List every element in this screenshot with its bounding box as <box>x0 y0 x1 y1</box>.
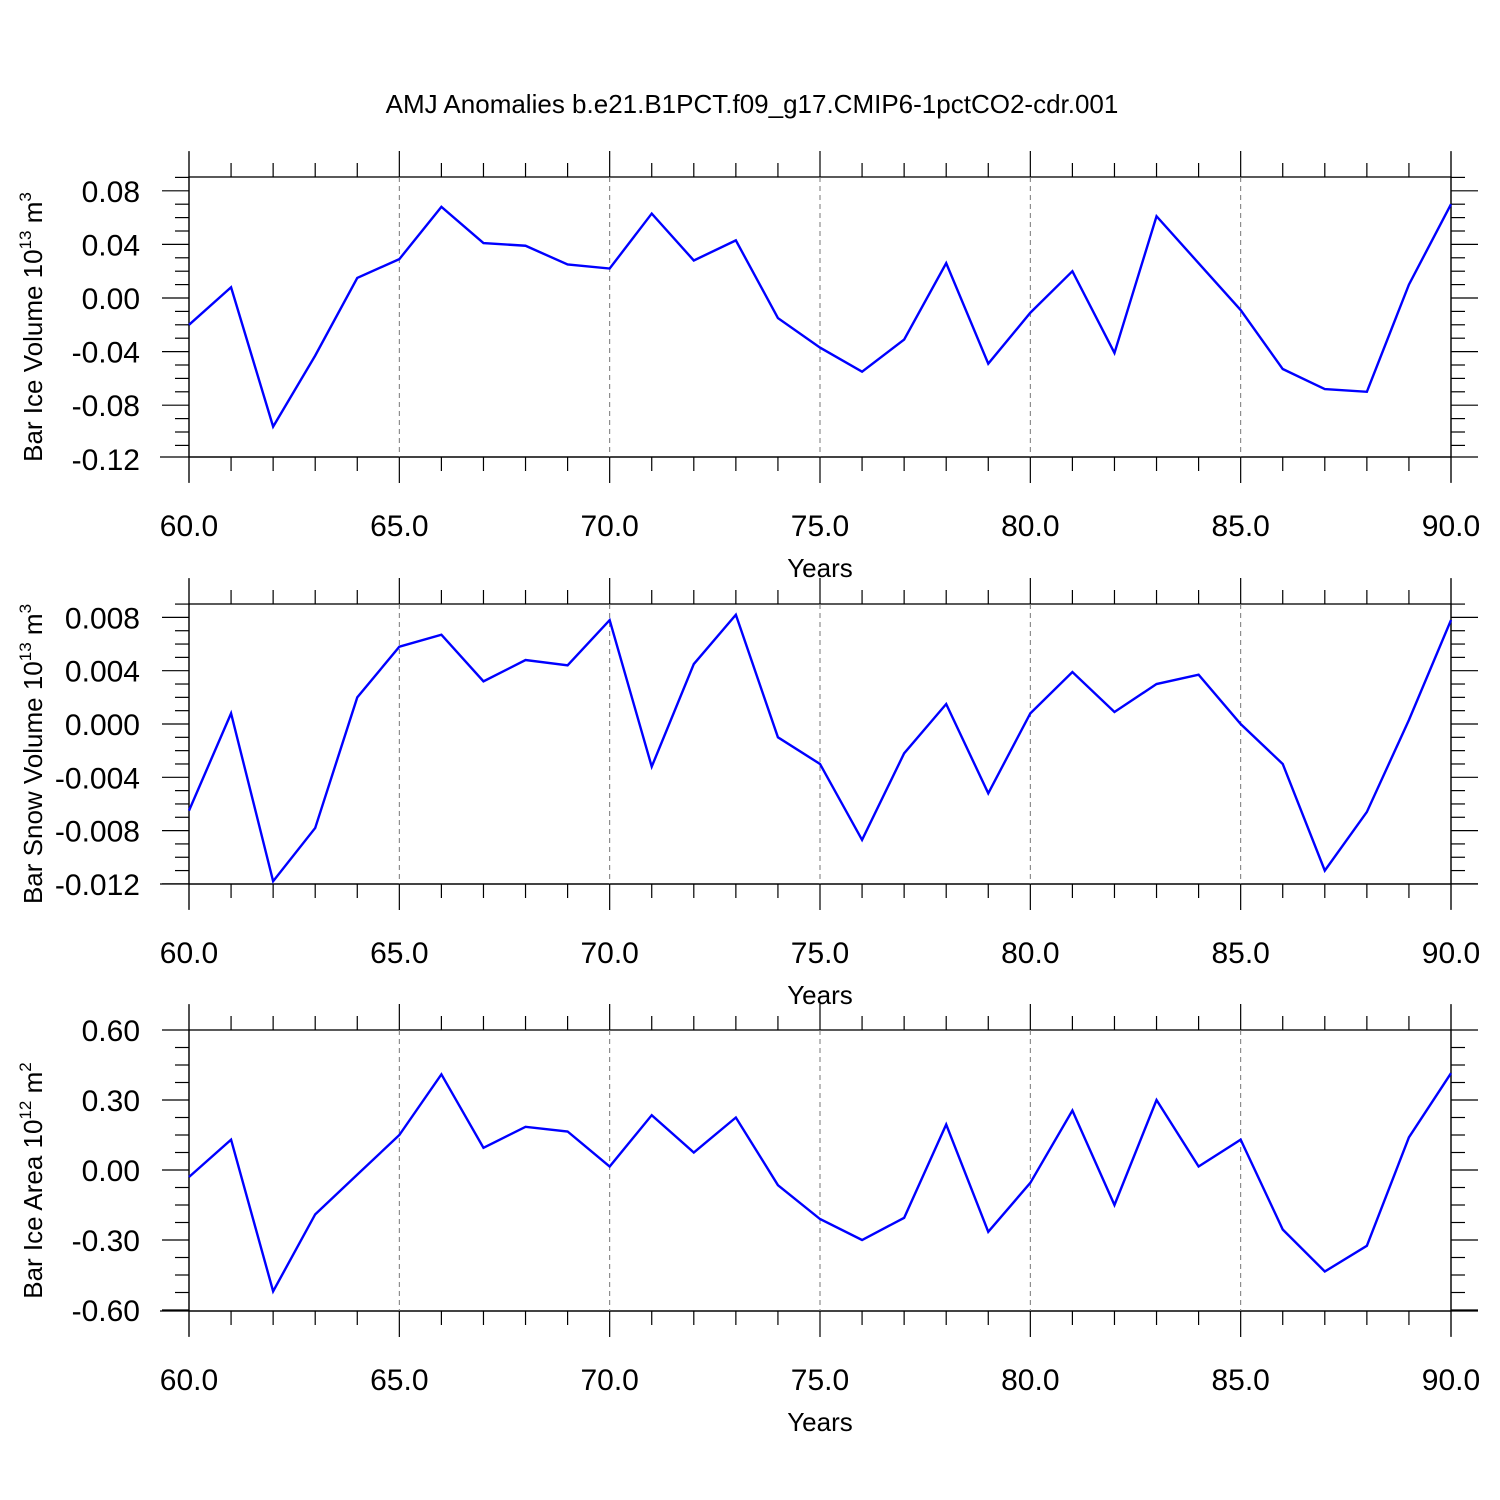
y-tick-label: 0.30 <box>82 1085 140 1118</box>
y-tick-label: -0.08 <box>72 390 140 423</box>
y-axis-title-main: Bar Ice Area 10 <box>18 1120 48 1299</box>
y-axis-title-unit: m <box>18 613 48 642</box>
y-axis-title-exp: 12 <box>16 1101 35 1120</box>
x-tick-label: 65.0 <box>370 1364 428 1397</box>
y-axis-title-unit-exp: 3 <box>16 604 35 613</box>
panel-1: 60.0 65.0 70.0 75.0 80.0 85.0 90.0Years-0.12-0… <box>16 151 1480 583</box>
x-tick-label: 65.0 <box>370 510 428 543</box>
x-tick-label: 90.0 <box>1422 1364 1480 1397</box>
y-tick-label: 0.008 <box>65 602 140 635</box>
x-tick-label: 60.0 <box>160 937 218 970</box>
x-tick-label: 80.0 <box>1001 937 1059 970</box>
y-axis-title-exp: 13 <box>16 642 35 661</box>
y-tick-label: -0.004 <box>55 762 140 795</box>
x-tick-label: 85.0 <box>1211 510 1269 543</box>
x-tick-label: 80.0 <box>1001 1364 1059 1397</box>
x-axis-title: Years <box>787 1407 853 1437</box>
y-tick-label: 0.00 <box>82 1155 140 1188</box>
x-tick-label: 70.0 <box>580 937 638 970</box>
y-tick-label: 0.60 <box>82 1015 140 1048</box>
y-axis-title-unit-exp: 3 <box>16 192 35 201</box>
y-axis-title: Bar Ice Area 1012 m2 <box>16 1062 48 1299</box>
x-tick-label: 85.0 <box>1211 1364 1269 1397</box>
series-line <box>188 1072 1453 1295</box>
x-tick-label: 90.0 <box>1422 937 1480 970</box>
x-tick-label: 75.0 <box>791 937 849 970</box>
panels: 60.0 65.0 70.0 75.0 80.0 85.0 90.0 Years -0.12 -0… <box>16 151 1480 1437</box>
y-tick-label: 0.000 <box>65 709 140 742</box>
y-axis-title-unit: m <box>18 1072 48 1101</box>
x-tick-label: 60.0 <box>160 510 218 543</box>
y-axis-title-exp: 13 <box>16 230 35 249</box>
y-tick-label: 0.08 <box>82 176 140 209</box>
x-tick-label: 90.0 <box>1422 510 1480 543</box>
panel-3: 60.0 65.0 70.0 75.0 80.0 85.0 90.0 Years -0.60 -0… <box>16 1004 1480 1437</box>
chart-title: AMJ Anomalies b.e21.B1PCT.f09_g17.CMIP6-… <box>386 89 1119 119</box>
y-axis-title: Bar Ice Volume 1013 m3 <box>16 192 48 462</box>
x-tick-label: 65.0 <box>370 937 428 970</box>
y-tick-label: -0.12 <box>72 444 140 477</box>
y-tick-label: -0.04 <box>72 337 140 370</box>
x-tick-label: 75.0 <box>791 510 849 543</box>
y-axis-title-main: Bar Ice Volume 10 <box>18 249 48 461</box>
series-line <box>187 612 1453 884</box>
y-tick-label: 0.004 <box>65 656 140 689</box>
y-axis-title-unit-exp: 2 <box>16 1062 35 1071</box>
x-tick-label: 60.0 <box>160 1364 218 1397</box>
y-axis-title: Bar Snow Volume 1013 m3 <box>16 604 48 904</box>
series-line <box>188 203 1453 430</box>
x-tick-label: 70.0 <box>580 510 638 543</box>
x-tick-label: 75.0 <box>791 1364 849 1397</box>
panel-2: 60.0 65.0 70.0 75.0 80.0 85.0 90.0Years-0.012-… <box>16 578 1480 1010</box>
x-tick-label: 80.0 <box>1001 510 1059 543</box>
y-axis-title-unit: m <box>18 202 48 231</box>
x-tick-label: 85.0 <box>1211 937 1269 970</box>
y-tick-label: 0.04 <box>82 229 140 262</box>
y-axis-title-main: Bar Snow Volume 10 <box>18 661 48 904</box>
y-tick-label: -0.60 <box>72 1295 140 1328</box>
x-tick-label: 70.0 <box>580 1364 638 1397</box>
y-tick-label: -0.012 <box>55 869 140 902</box>
y-tick-label: 0.00 <box>82 283 140 316</box>
y-tick-label: -0.008 <box>55 816 140 849</box>
y-tick-label: -0.30 <box>72 1225 140 1258</box>
